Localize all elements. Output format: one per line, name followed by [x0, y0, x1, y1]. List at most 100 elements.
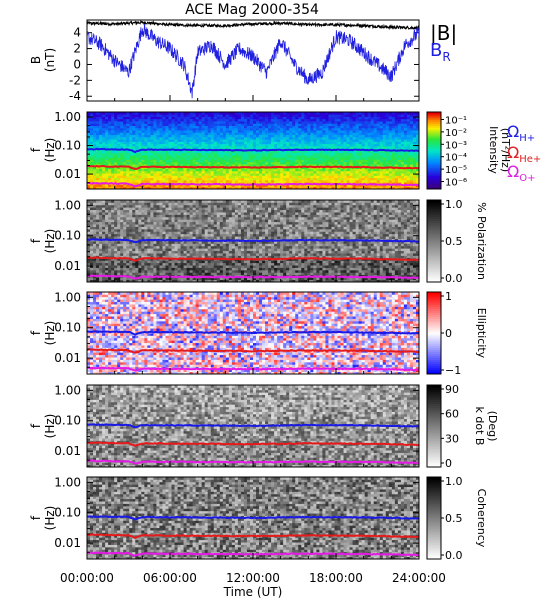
heatmap-cell [144, 168, 148, 172]
heatmap-cell [340, 118, 344, 122]
heatmap-cell [156, 241, 160, 244]
heatmap-cell [298, 184, 302, 188]
heatmap-cell [253, 132, 257, 136]
heatmap-cell [334, 177, 338, 181]
heatmap-cell [292, 136, 296, 140]
heatmap-cell [352, 177, 357, 181]
intensity-yunit: (Hz) [43, 138, 57, 163]
heatmap-cell [313, 177, 317, 181]
heatmap-cell [310, 175, 314, 179]
heatmap-cell [298, 132, 302, 136]
heatmap-cell [120, 236, 124, 239]
heatmap-cell [126, 121, 130, 124]
heatmap-cell [310, 164, 314, 167]
heatmap-cell [207, 164, 212, 167]
heatmap-cell [385, 116, 390, 120]
heatmap-cell [243, 125, 248, 129]
heatmap-cell [249, 127, 254, 131]
heatmap-cell [385, 121, 390, 124]
heatmap-cell [328, 150, 332, 154]
heatmap-cell [367, 121, 372, 124]
heatmap-cell [349, 177, 353, 181]
heatmap-cell [313, 152, 317, 156]
heatmap-cell [313, 145, 317, 149]
heatmap-cell [237, 157, 242, 160]
heatmap-cell [222, 145, 227, 149]
heatmap-cell [259, 114, 263, 117]
heatmap-cell [177, 214, 181, 218]
heatmap-cell [394, 127, 399, 131]
heatmap-cell [114, 134, 118, 138]
heatmap-cell [126, 164, 130, 167]
heatmap-cell [129, 219, 133, 223]
heatmap-cell [352, 164, 357, 167]
heatmap-cell [120, 248, 124, 252]
heatmap-cell [165, 226, 169, 230]
heatmap-cell [111, 233, 115, 237]
heatmap-cell [162, 161, 166, 165]
heatmap-cell [96, 114, 100, 117]
heatmap-cell [123, 279, 127, 282]
heatmap-cell [243, 114, 248, 117]
heatmap-cell [394, 136, 399, 140]
heatmap-cell [165, 221, 169, 225]
heatmap-cell [403, 136, 408, 140]
heatmap-cell [102, 127, 106, 131]
heatmap-cell [120, 157, 124, 160]
heatmap-cell [198, 123, 203, 126]
heatmap-cell [225, 157, 230, 160]
heatmap-cell [99, 116, 103, 120]
heatmap-cell [162, 168, 166, 172]
heatmap-cell [147, 204, 151, 208]
heatmap-cell [298, 157, 302, 160]
heatmap-cell [138, 204, 142, 208]
heatmap-cell [138, 150, 142, 154]
heatmap-cell [141, 260, 145, 264]
heatmap-cell [289, 143, 293, 147]
heatmap-cell [114, 116, 118, 120]
heatmap-cell [313, 134, 317, 138]
heatmap-cell [129, 118, 133, 122]
heatmap-cell [114, 114, 118, 117]
heatmap-cell [147, 219, 151, 223]
heatmap-cell [123, 168, 127, 172]
heatmap-cell [325, 112, 329, 115]
heatmap-cell [114, 177, 118, 181]
heatmap-cell [225, 159, 230, 163]
heatmap-cell [379, 170, 384, 174]
heatmap-cell [412, 177, 417, 181]
heatmap-cell [126, 204, 130, 208]
heatmap-cell [192, 136, 197, 140]
heatmap-cell [243, 134, 248, 138]
heatmap-cell [262, 170, 266, 174]
heatmap-cell [397, 136, 402, 140]
heatmap-cell [117, 248, 121, 252]
heatmap-cell [265, 177, 269, 181]
heatmap-cell [388, 143, 393, 147]
heatmap-cell [216, 150, 221, 154]
heatmap-cell [111, 139, 115, 142]
heatmap-cell [352, 159, 357, 163]
heatmap-cell [120, 228, 124, 232]
heatmap-cell [120, 136, 124, 140]
heatmap-cell [358, 145, 363, 149]
heatmap-cell [174, 245, 178, 249]
heatmap-cell [159, 130, 163, 133]
heatmap-cell [171, 226, 175, 230]
heatmap-cell [138, 123, 142, 126]
heatmap-cell [93, 179, 97, 183]
heatmap-cell [111, 150, 115, 154]
heatmap-cell [240, 150, 245, 154]
heatmap-cell [198, 134, 203, 138]
heatmap-cell [307, 121, 311, 124]
heatmap-cell [204, 145, 209, 149]
heatmap-cell [412, 139, 417, 142]
heatmap-cell [96, 157, 100, 160]
heatmap-cell [171, 221, 175, 225]
heatmap-cell [141, 118, 145, 122]
heatmap-cell [400, 159, 405, 163]
heatmap-cell [192, 139, 197, 142]
heatmap-cell [111, 170, 115, 174]
heatmap-cell [165, 127, 169, 131]
heatmap-cell [174, 161, 178, 165]
